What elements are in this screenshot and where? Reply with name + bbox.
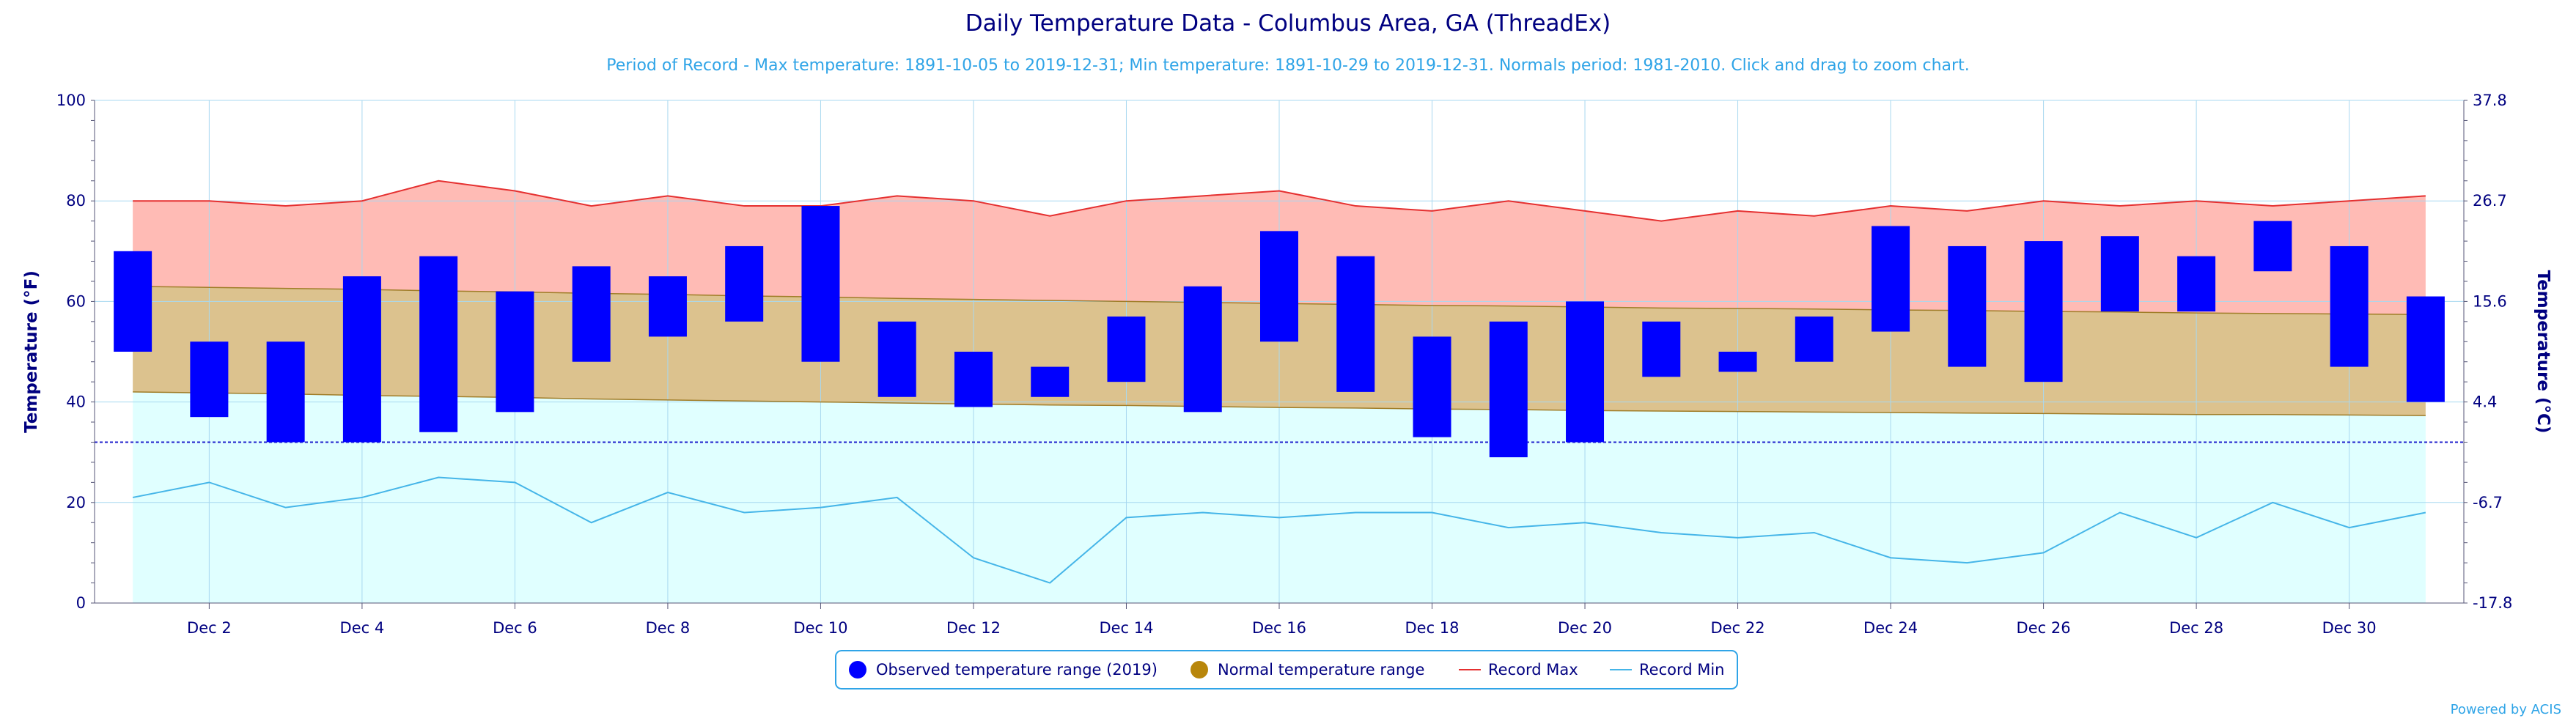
chart-legend: Observed temperature range (2019) Normal… bbox=[835, 650, 1738, 689]
observed-range-bar[interactable] bbox=[2253, 221, 2292, 272]
x-tick-label: Dec 20 bbox=[1558, 619, 1612, 637]
observed-range-bar[interactable] bbox=[1336, 256, 1375, 392]
y-tick-label-right: 15.6 bbox=[2473, 292, 2507, 310]
y-tick-label-left: 100 bbox=[56, 92, 86, 109]
x-tick-label: Dec 12 bbox=[946, 619, 1001, 637]
legend-label-normal: Normal temperature range bbox=[1218, 661, 1424, 679]
observed-range-bar[interactable] bbox=[2330, 245, 2369, 367]
observed-range-bar[interactable] bbox=[1872, 226, 1910, 332]
x-tick-label: Dec 6 bbox=[493, 619, 537, 637]
legend-label-observed: Observed temperature range (2019) bbox=[876, 661, 1158, 679]
y-tick-label-right: -6.7 bbox=[2473, 494, 2503, 511]
observed-range-bar[interactable] bbox=[1489, 321, 1528, 458]
observed-range-bar[interactable] bbox=[1260, 231, 1298, 342]
y-tick-label-right: 26.7 bbox=[2473, 192, 2507, 210]
observed-range-bar[interactable] bbox=[954, 352, 993, 407]
observed-range-bar[interactable] bbox=[114, 251, 152, 352]
y-tick-label-right: 4.4 bbox=[2473, 393, 2497, 411]
x-tick-label: Dec 28 bbox=[2169, 619, 2223, 637]
observed-range-bar[interactable] bbox=[1183, 286, 1222, 413]
y-tick-label-left: 0 bbox=[76, 594, 86, 612]
observed-range-bar[interactable] bbox=[572, 266, 611, 362]
y-tick-label-left: 80 bbox=[66, 192, 86, 210]
observed-range-bar[interactable] bbox=[1566, 301, 1605, 443]
x-tick-label: Dec 26 bbox=[2017, 619, 2071, 637]
legend-label-record-max: Record Max bbox=[1488, 661, 1578, 679]
observed-range-bar[interactable] bbox=[2100, 236, 2139, 312]
x-tick-label: Dec 4 bbox=[340, 619, 385, 637]
legend-label-record-min: Record Min bbox=[1639, 661, 1725, 679]
chart-subtitle[interactable]: Period of Record - Max temperature: 1891… bbox=[606, 56, 1969, 75]
observed-range-bar[interactable] bbox=[2024, 241, 2063, 382]
credit-link[interactable]: Powered by ACIS bbox=[2451, 702, 2561, 717]
x-tick-label: Dec 22 bbox=[1711, 619, 1765, 637]
observed-range-bar[interactable] bbox=[1642, 321, 1681, 377]
observed-range-bar[interactable] bbox=[342, 276, 381, 443]
legend-symbol-observed bbox=[849, 661, 866, 679]
legend-item-record-min[interactable]: Record Min bbox=[1610, 661, 1725, 679]
y-axis-title-left: Temperature (°F) bbox=[22, 270, 41, 433]
legend-item-normal[interactable]: Normal temperature range bbox=[1191, 661, 1424, 679]
observed-range-bar[interactable] bbox=[1107, 316, 1146, 382]
y-axis-title-right: Temperature (°C) bbox=[2533, 270, 2553, 434]
observed-range-bar[interactable] bbox=[1795, 316, 1833, 362]
observed-range-bar[interactable] bbox=[190, 341, 229, 418]
x-tick-label: Dec 18 bbox=[1405, 619, 1459, 637]
chart-title: Daily Temperature Data - Columbus Area, … bbox=[965, 10, 1611, 37]
y-tick-label-left: 60 bbox=[66, 292, 86, 310]
y-tick-label-right: -17.8 bbox=[2473, 594, 2512, 612]
legend-symbol-normal bbox=[1191, 661, 1208, 679]
legend-box bbox=[835, 650, 1738, 689]
y-tick-label-left: 20 bbox=[66, 494, 86, 511]
observed-range-bar[interactable] bbox=[2406, 296, 2445, 402]
x-tick-label: Dec 24 bbox=[1863, 619, 1918, 637]
plot-area[interactable]: 0 -17.8 20 -6.7 40 4.4 60 15.6 80 26.7 100 37.8 Dec … bbox=[56, 92, 2512, 637]
y-tick-label-left: 40 bbox=[66, 393, 86, 411]
record-min-line[interactable] bbox=[132, 476, 2426, 584]
observed-range-bar[interactable] bbox=[2177, 256, 2216, 312]
observed-range-bar[interactable] bbox=[1948, 245, 1987, 367]
x-tick-label: Dec 16 bbox=[1252, 619, 1306, 637]
observed-range-bar[interactable] bbox=[1718, 352, 1757, 372]
legend-item-record-max[interactable]: Record Max bbox=[1459, 661, 1578, 679]
observed-range-bar[interactable] bbox=[801, 206, 840, 362]
x-tick-label: Dec 10 bbox=[793, 619, 847, 637]
observed-range-bar[interactable] bbox=[648, 276, 687, 337]
observed-range-bar[interactable] bbox=[1413, 336, 1451, 437]
observed-range-bar[interactable] bbox=[266, 341, 305, 443]
observed-range-bar[interactable] bbox=[1031, 366, 1070, 397]
y-tick-label-right: 37.8 bbox=[2473, 92, 2507, 109]
x-tick-label: Dec 14 bbox=[1099, 619, 1153, 637]
legend-item-observed[interactable]: Observed temperature range (2019) bbox=[849, 661, 1158, 679]
observed-range-bar[interactable] bbox=[419, 256, 458, 432]
x-tick-label: Dec 8 bbox=[646, 619, 691, 637]
observed-range-bar[interactable] bbox=[877, 321, 916, 397]
observed-range-bar[interactable] bbox=[496, 291, 534, 413]
observed-range-bar[interactable] bbox=[725, 245, 764, 322]
record-max-line[interactable] bbox=[133, 180, 2426, 222]
x-tick-label: Dec 30 bbox=[2322, 619, 2377, 637]
x-tick-label: Dec 2 bbox=[187, 619, 232, 637]
